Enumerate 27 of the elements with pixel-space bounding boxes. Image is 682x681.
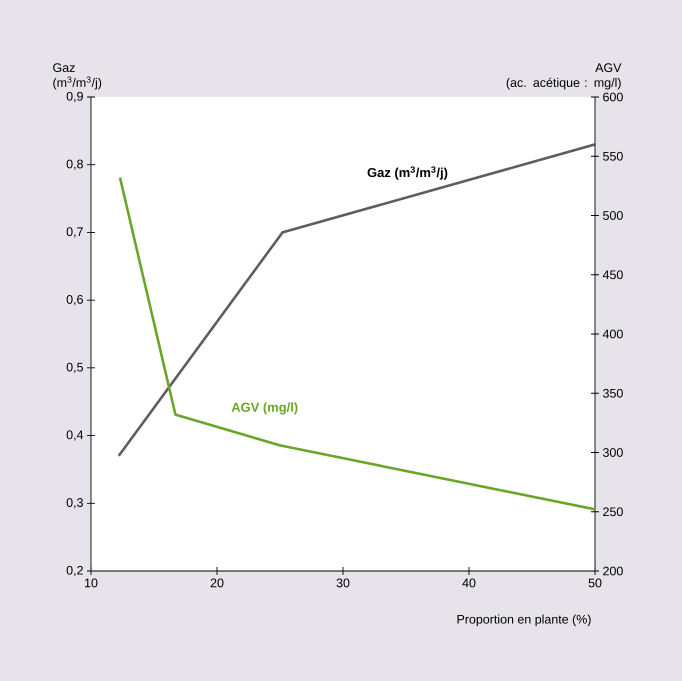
x-tick-label: 40 bbox=[462, 578, 476, 588]
y-tick-label: 0,2 bbox=[66, 566, 83, 576]
y-axis-title: Gaz (m$^{3}$/m$^{3}$/j) bbox=[53, 63, 102, 90]
y-tick-label: 0,6 bbox=[66, 295, 83, 306]
y2-tick-label: 350 bbox=[602, 388, 623, 398]
series-label: Gaz (m$^{3}$/m$^{3}$/j) bbox=[368, 166, 448, 180]
y-tick-label: 0,7 bbox=[66, 227, 83, 238]
y2-tick-label: 400 bbox=[602, 330, 623, 338]
y2-tick-label: 300 bbox=[602, 448, 623, 457]
x-tick-label: 20 bbox=[210, 578, 224, 588]
y2-tick-label: 200 bbox=[603, 566, 623, 576]
y-tick-label: 0,4 bbox=[66, 430, 84, 441]
y-tick-label: 0,5 bbox=[66, 362, 83, 374]
y2-tick-label: 500 bbox=[603, 211, 623, 220]
y2-tick-label: 450 bbox=[602, 270, 623, 280]
x-axis-title: Proportion en plante (%) bbox=[458, 614, 591, 626]
y2-tick-label: 550 bbox=[603, 152, 623, 161]
y2-axis-title: AGV (ac. acétique : mg/l) bbox=[506, 63, 622, 90]
x-tick-label: 50 bbox=[588, 578, 602, 588]
y-tick-label: 0,3 bbox=[66, 498, 83, 508]
x-tick-label: 10 bbox=[85, 578, 98, 588]
y2-tick-label: 250 bbox=[603, 507, 623, 516]
series-label: AGV (mg/l) bbox=[232, 402, 298, 414]
y-tick-label: 0,9 bbox=[66, 92, 83, 102]
x-tick-label: 30 bbox=[336, 578, 350, 588]
y-tick-label: 0,8 bbox=[66, 160, 83, 170]
y2-tick-label: 600 bbox=[603, 92, 623, 102]
